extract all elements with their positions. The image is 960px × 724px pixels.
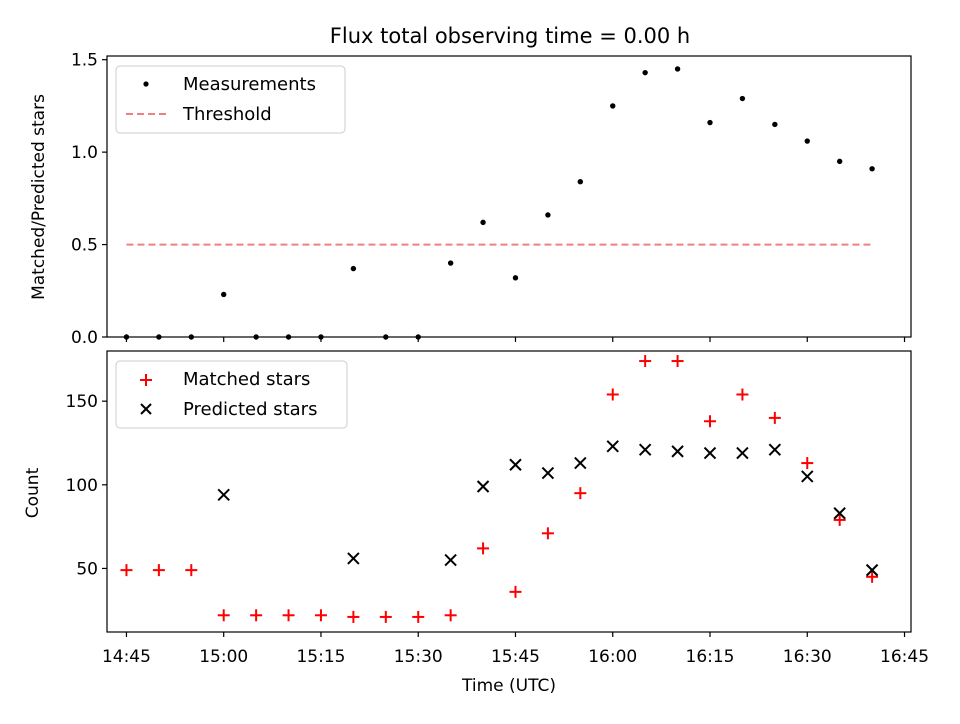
matched-star-point [704,415,716,428]
matched-star-point [736,388,749,401]
bottom-y-axis-ticks: 50 100 150 [66,392,107,579]
legend-predicted-marker [140,403,152,415]
matched-star-point [639,355,652,368]
measurement-point [480,219,486,226]
bottom-x-axis-label: Time (UTC) [461,676,556,696]
matched-star-point [250,609,263,622]
bottom-x-tick-label: 16:45 [880,647,929,667]
matched-star-point [866,570,879,583]
measurement-point [221,291,227,298]
measurement-point [610,103,616,109]
predicted-star-point [217,488,230,502]
predicted-star-point [347,552,360,565]
matched-star-point [347,610,360,623]
predicted-star-point [541,466,555,480]
top-legend: Measurements Threshold [115,65,346,134]
bottom-x-tick-label: 14:45 [102,647,151,667]
matched-star-point [477,542,490,555]
measurement-point [804,138,810,144]
figure-title: Flux total observing time = 0.00 h [330,24,690,48]
predicted-star-point [801,470,814,483]
measurement-point [447,260,454,266]
measurement-point [772,121,778,128]
measurement-point [512,275,519,281]
bottom-x-tick-label: 15:15 [296,647,345,667]
measurement-point [642,69,648,76]
matched-star-point [833,513,846,526]
predicted-star-point [703,446,717,460]
measurement-point [707,119,713,126]
matched-star-point [801,457,814,470]
matched-star-point [606,388,619,401]
predicted-star-point [476,480,490,493]
bottom-x-tick-label: 15:45 [491,647,540,667]
matched-star-point [671,355,684,368]
predicted-star-point [509,458,522,471]
predicted-star-point [671,445,684,458]
measurement-point [836,158,843,165]
top-x-axis-ticks [125,337,906,342]
predicted-star-point [833,507,846,520]
predicted-star-point [768,443,782,456]
bottom-y-axis-label: Count [23,467,43,518]
legend-threshold-label: Threshold [182,104,272,125]
matched-star-point [444,609,457,622]
matched-star-point [152,564,165,577]
legend-measurements-marker [143,81,149,87]
measurement-point [545,212,551,218]
top-y-tick-label: 1.0 [71,143,98,163]
matched-star-point [541,527,554,540]
predicted-star-point [638,443,652,456]
bottom-y-tick-label: 150 [66,392,98,412]
bottom-x-tick-label: 16:15 [686,647,735,667]
matched-star-point [217,609,230,622]
top-plot-marks [123,66,875,340]
legend-matched-marker [140,374,152,386]
bottom-x-tick-label: 15:30 [394,647,443,667]
bottom-legend: Matched stars Predicted stars [115,360,348,429]
matched-star-point [314,609,327,622]
measurement-point [577,179,584,185]
legend-predicted-label: Predicted stars [183,399,317,420]
matched-star-point [768,411,781,424]
predicted-star-point [444,553,457,567]
bottom-x-axis-ticks: 14:45 15:00 15:15 15:30 15:45 16:00 16:15 16:30… [102,632,929,667]
bottom-y-tick-label: 50 [76,559,98,579]
bottom-plot-marks [120,355,879,623]
top-y-axis-label: Matched/Predicted stars [29,94,49,300]
top-y-tick-label: 0.0 [71,328,98,348]
bottom-axes-frame [106,350,912,633]
legend-measurements-label: Measurements [183,74,316,95]
top-y-axis-ticks: 0.0 0.5 1.0 1.5 [71,51,107,348]
bottom-x-tick-label: 15:00 [199,647,248,667]
predicted-star-point [865,563,879,577]
legend-matched-label: Matched stars [183,369,310,390]
matched-star-point [379,610,392,623]
measurement-point [739,95,746,102]
predicted-star-point [736,446,749,460]
matched-star-point [509,585,522,598]
matched-star-point [574,487,587,500]
top-y-tick-label: 0.5 [71,236,98,256]
measurement-point [869,166,875,172]
predicted-star-point [574,456,587,470]
matched-star-point [412,610,425,623]
predicted-star-point [606,440,619,453]
top-axes-frame [106,55,912,338]
measurement-point [350,265,357,272]
matched-star-point [282,609,295,622]
top-panel: 0.0 0.5 1.0 1.5 Matched/Predicted stars Mea… [29,51,912,348]
bottom-y-tick-label: 100 [66,476,98,496]
matched-star-point [185,564,198,577]
top-y-tick-label: 1.5 [71,51,98,71]
matched-star-point [120,564,133,577]
bottom-x-tick-label: 16:30 [783,647,832,667]
bottom-x-tick-label: 16:00 [588,647,637,667]
measurement-point [674,66,681,72]
